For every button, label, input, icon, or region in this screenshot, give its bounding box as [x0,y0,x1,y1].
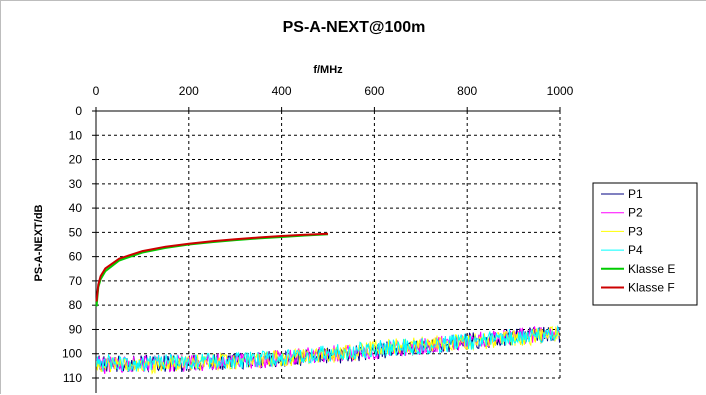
x-tick-label: 600 [364,84,384,98]
series-line-p3 [96,325,560,375]
x-tick-label: 800 [457,84,477,98]
x-tick-label: 400 [272,84,292,98]
axes [92,107,561,393]
y-tick-label: 80 [69,298,83,312]
legend-label: P2 [628,206,643,220]
legend-label: P3 [628,224,643,238]
chart-title: PS-A-NEXT@100m [283,19,426,36]
series-lines [95,232,560,375]
legend-label: P4 [628,243,643,257]
y-tick-label: 110 [63,371,82,385]
y-tick-label: 10 [69,128,83,142]
y-tick-label: 20 [69,153,83,167]
legend-box [592,182,698,306]
legend-items: P1 P2 P3 P4 Klasse E Klasse F [601,187,675,295]
y-tick-label: 0 [75,104,82,118]
series-line-klasse-f [95,232,329,302]
y-tick-label: 50 [69,225,83,239]
y-tick-label: 70 [69,274,83,288]
y-tick-labels: 0 10 20 30 40 50 60 70 80 90 100 110 [62,104,82,385]
y-tick-label: 40 [69,201,83,215]
x-tick-labels: 0 200 400 600 800 1000 [93,84,574,98]
legend-label: P1 [628,187,643,201]
legend-label: Klasse E [628,262,675,276]
x-axis-title: f/MHz [313,64,343,76]
legend-label: Klasse F [628,281,675,295]
x-tick-label: 200 [179,84,199,98]
x-tick-label: 1000 [547,84,574,98]
grid-lines [96,111,561,379]
legend: P1 P2 P3 P4 Klasse E Klasse F [592,182,698,306]
y-tick-label: 100 [62,347,82,361]
y-tick-label: 60 [69,250,83,264]
y-axis-title: PS-A-NEXT/dB [33,204,45,281]
y-tick-label: 90 [69,322,83,336]
x-tick-label: 0 [93,84,100,98]
series-line-p4 [96,324,560,372]
y-tick-label: 30 [69,177,83,191]
